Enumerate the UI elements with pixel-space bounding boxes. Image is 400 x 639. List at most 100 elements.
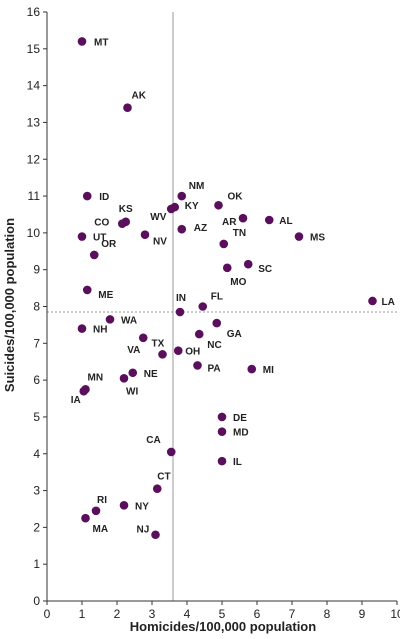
- data-point-nv: [140, 230, 150, 240]
- data-point-ca: [166, 447, 176, 457]
- point-label-tn: TN: [233, 228, 246, 239]
- data-point-ar: [238, 213, 248, 223]
- data-point-nc: [194, 329, 204, 339]
- data-point-tx: [158, 350, 167, 359]
- data-point-mt: [77, 37, 87, 46]
- data-point-pa: [193, 361, 202, 370]
- point-label-sc: SC: [258, 264, 272, 275]
- point-label-me: ME: [98, 290, 113, 301]
- point-label-la: LA: [382, 297, 395, 308]
- data-point-ok: [214, 200, 223, 210]
- point-label-nh: NH: [93, 325, 107, 336]
- data-point-fl: [198, 302, 208, 311]
- point-label-ny: NY: [135, 501, 149, 512]
- point-label-il: IL: [233, 457, 242, 468]
- point-label-ks: KS: [119, 204, 133, 215]
- point-label-ut: UT: [93, 233, 106, 244]
- x-tick-label: 6: [254, 607, 261, 621]
- point-label-or: OR: [101, 239, 117, 250]
- data-point-ut: [77, 232, 87, 241]
- data-point-va: [138, 333, 148, 343]
- data-point-al: [264, 215, 274, 225]
- y-tick-label: 7: [33, 336, 40, 350]
- data-point-co: [117, 219, 127, 228]
- point-label-ne: NE: [144, 369, 158, 380]
- data-point-ne: [128, 368, 138, 378]
- data-point-in: [175, 307, 185, 317]
- point-label-oh: OH: [185, 347, 200, 358]
- data-point-az: [177, 224, 187, 234]
- x-tick-label: 4: [184, 607, 191, 621]
- point-label-fl: FL: [211, 292, 223, 303]
- data-point-id: [82, 191, 92, 201]
- point-label-mt: MT: [94, 37, 108, 48]
- point-label-ca: CA: [146, 435, 160, 446]
- y-tick-label: 10: [27, 226, 41, 240]
- point-label-wv: WV: [150, 212, 166, 223]
- point-label-ia: IA: [71, 395, 81, 406]
- data-point-nh: [77, 324, 87, 333]
- y-tick-label: 8: [33, 300, 40, 314]
- point-label-tx: TX: [152, 338, 165, 349]
- y-tick-label: 9: [33, 263, 40, 277]
- point-label-de: DE: [233, 413, 247, 424]
- tick-labels: 012345678910012345678910111213141516: [27, 5, 400, 621]
- data-point-oh: [173, 346, 183, 355]
- y-tick-label: 14: [27, 79, 41, 93]
- point-label-id: ID: [99, 192, 109, 203]
- point-label-co: CO: [94, 218, 109, 229]
- x-tick-label: 9: [359, 607, 366, 621]
- point-label-pa: PA: [208, 363, 221, 374]
- y-tick-label: 16: [27, 5, 41, 19]
- data-point-il: [217, 456, 227, 466]
- data-point-ma: [81, 513, 90, 523]
- y-tick-label: 15: [27, 42, 41, 56]
- data-point-ak: [123, 103, 132, 113]
- x-tick-label: 3: [149, 607, 156, 621]
- point-label-nc: NC: [207, 340, 221, 351]
- data-point-wa: [105, 315, 115, 324]
- point-label-ak: AK: [132, 91, 147, 102]
- data-point-ia: [79, 386, 89, 396]
- data-point-mo: [222, 263, 232, 273]
- y-tick-label: 0: [33, 594, 40, 608]
- y-tick-label: 4: [33, 447, 40, 461]
- data-point-me: [82, 285, 92, 295]
- data-point-la: [368, 296, 377, 306]
- data-points: [77, 37, 377, 540]
- y-tick-label: 11: [28, 189, 41, 203]
- data-point-ga: [212, 318, 222, 328]
- y-tick-label: 1: [33, 557, 40, 571]
- y-tick-label: 5: [33, 410, 40, 424]
- point-label-md: MD: [233, 428, 249, 439]
- point-labels: MT AK ID NM OK KY WV AR AL KS CO AZ UT NV MS TN OR SC MO ME…: [71, 37, 395, 535]
- data-point-nj: [151, 530, 160, 540]
- axes: [43, 11, 398, 605]
- point-label-ma: MA: [93, 524, 109, 535]
- point-label-va: VA: [127, 345, 140, 356]
- point-label-nm: NM: [189, 181, 205, 192]
- x-tick-label: 5: [219, 607, 226, 621]
- y-tick-label: 13: [27, 115, 41, 129]
- data-point-nm: [177, 191, 187, 201]
- x-tick-label: 0: [44, 607, 51, 621]
- data-point-ny: [119, 500, 129, 510]
- data-point-or: [89, 250, 99, 260]
- y-tick-label: 2: [33, 520, 40, 534]
- point-label-wi: WI: [126, 386, 138, 397]
- y-axis-title: Suicides/100,000 population: [2, 218, 17, 392]
- point-label-nv: NV: [153, 237, 167, 248]
- point-label-ga: GA: [227, 329, 242, 340]
- point-label-ct: CT: [157, 472, 170, 483]
- y-tick-label: 12: [27, 152, 41, 166]
- x-tick-label: 8: [324, 607, 331, 621]
- data-point-md: [217, 427, 227, 436]
- point-label-mi: MI: [263, 365, 274, 376]
- data-point-mi: [247, 364, 257, 374]
- data-point-wi: [119, 373, 129, 383]
- point-label-ms: MS: [310, 233, 325, 244]
- point-label-wa: WA: [121, 315, 137, 326]
- data-point-tn: [219, 239, 229, 249]
- data-point-wv: [166, 204, 176, 214]
